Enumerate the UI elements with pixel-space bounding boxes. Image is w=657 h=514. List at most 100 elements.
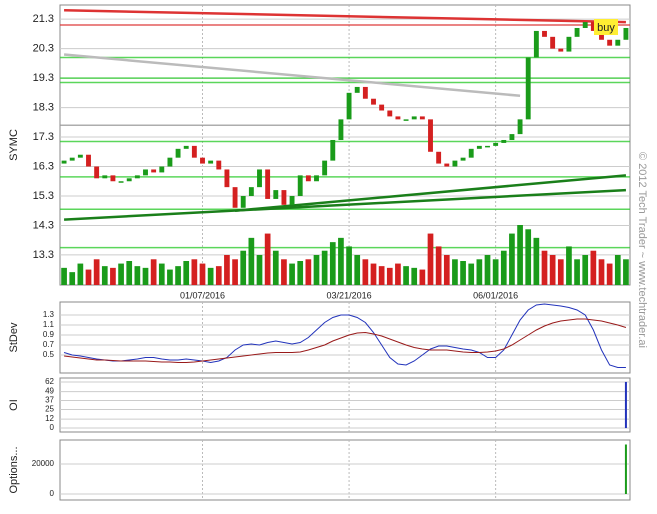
plot-area: [624, 444, 627, 494]
y-tick-label: 0.7: [43, 340, 55, 349]
candle: [362, 86, 368, 99]
volume-bar: [386, 267, 393, 285]
volume-bar: [191, 259, 198, 285]
candle: [607, 39, 613, 46]
y-tick-label: 37: [45, 396, 54, 405]
candle: [590, 22, 596, 31]
volume-bar: [411, 267, 418, 285]
plot-area: [624, 381, 627, 429]
volume-bar: [101, 266, 108, 285]
candle: [208, 160, 214, 164]
candle: [411, 116, 417, 120]
candle: [623, 27, 629, 40]
volume-bar: [158, 263, 165, 285]
y-axis-label: SYMC: [8, 129, 20, 161]
volume-bar: [549, 255, 556, 285]
volume-bar: [582, 255, 589, 285]
y-tick-label: 12: [45, 414, 54, 423]
candle: [265, 169, 271, 199]
candle: [346, 92, 352, 120]
candle: [151, 169, 157, 173]
volume-bar: [517, 225, 523, 285]
y-tick-label: 17.3: [33, 131, 54, 143]
volume-bar: [240, 250, 247, 285]
candle: [615, 39, 621, 46]
indicator-line: [63, 303, 626, 368]
volume-bar: [533, 237, 540, 285]
bar: [624, 444, 627, 494]
volume-bar: [598, 259, 605, 285]
volume-bar: [207, 267, 214, 285]
volume-bar: [590, 250, 597, 285]
volume-bar: [468, 263, 475, 285]
volume-bar: [435, 246, 442, 285]
candle: [200, 157, 205, 164]
volume-bar: [338, 237, 344, 285]
candle: [297, 175, 303, 196]
volume-bar: [118, 263, 124, 285]
candle: [167, 157, 173, 167]
volume-bar: [574, 259, 580, 285]
candle: [118, 181, 124, 183]
volume-bar: [606, 263, 613, 285]
candle: [574, 27, 580, 37]
indicator-line: [64, 318, 627, 363]
y-tick-label: 0.9: [43, 330, 55, 339]
volume-bar: [313, 255, 320, 285]
y-tick-label: 16.3: [33, 160, 54, 172]
candle: [533, 30, 539, 58]
y-tick-label: 18.3: [33, 101, 54, 113]
x-tick-label: 01/07/2016: [180, 290, 225, 300]
candle: [175, 148, 181, 158]
trend-line: [63, 53, 521, 98]
y-tick-label: 0: [50, 423, 55, 432]
volume-bar: [77, 263, 84, 285]
volume-bar: [281, 259, 287, 285]
candle: [216, 160, 222, 170]
volume-bar: [566, 246, 572, 285]
volume-bar: [85, 269, 92, 285]
volume-bar: [224, 255, 230, 285]
candle: [550, 36, 556, 49]
candle: [379, 104, 385, 111]
signal-box: [594, 19, 618, 35]
y-tick-label: 14.3: [33, 219, 54, 231]
candle: [191, 145, 197, 158]
volume-bar: [476, 259, 483, 285]
candle: [428, 119, 433, 152]
volume-bar: [264, 233, 271, 285]
volume-bar: [354, 255, 361, 285]
candle: [517, 119, 523, 135]
candle: [224, 169, 230, 188]
candle: [232, 187, 238, 208]
y-tick-label: 13.3: [33, 249, 54, 261]
y-tick-label: 20000: [32, 459, 55, 468]
y-axis-label: Options...: [8, 446, 20, 493]
candle: [110, 175, 116, 182]
volume-bar: [69, 272, 76, 285]
y-tick-label: 0.5: [43, 350, 55, 359]
volume-bar: [614, 255, 621, 285]
candle: [387, 110, 393, 117]
candle: [485, 145, 490, 148]
volume-bar: [215, 266, 222, 285]
volume-bar: [199, 263, 206, 285]
candle: [444, 163, 450, 167]
volume-bar: [452, 259, 458, 285]
candle: [542, 30, 547, 37]
volume-bar: [378, 266, 385, 285]
volume-bar: [305, 259, 312, 285]
y-tick-label: 19.3: [33, 72, 54, 84]
candle: [354, 86, 360, 93]
panel-frame: [59, 439, 631, 501]
panel-frame: [59, 4, 631, 286]
volume-bar: [289, 263, 295, 285]
candle: [436, 151, 442, 164]
volume-bar: [232, 259, 238, 285]
volume-bar: [183, 261, 190, 285]
trend-line: [234, 174, 627, 212]
x-tick-label: 06/01/2016: [473, 290, 518, 300]
candle: [248, 187, 254, 196]
volume-bar: [484, 255, 491, 285]
